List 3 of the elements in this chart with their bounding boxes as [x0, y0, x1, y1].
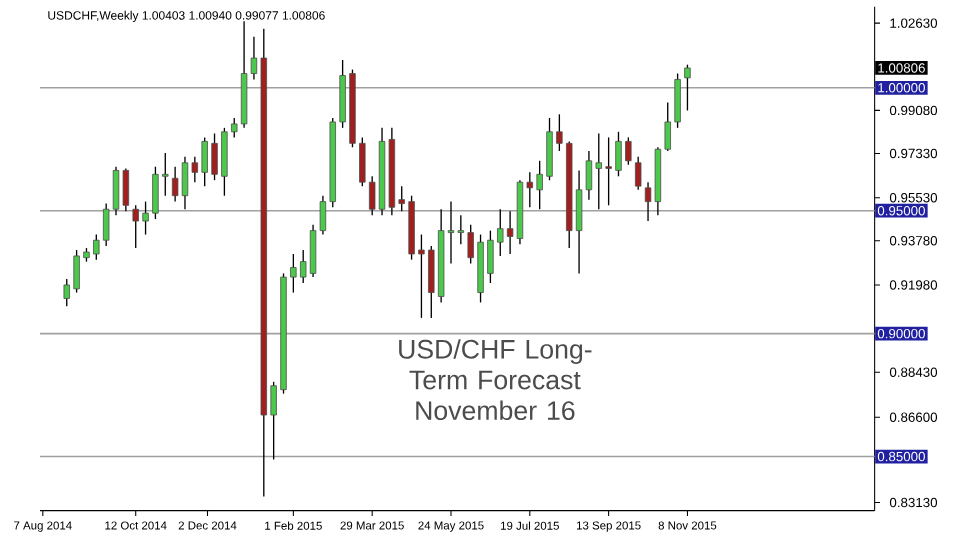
- candlestick: [634, 156, 642, 191]
- candlestick: [684, 64, 691, 112]
- annotation: USD/CHF Long-Term Forecast November 16: [399, 339, 592, 421]
